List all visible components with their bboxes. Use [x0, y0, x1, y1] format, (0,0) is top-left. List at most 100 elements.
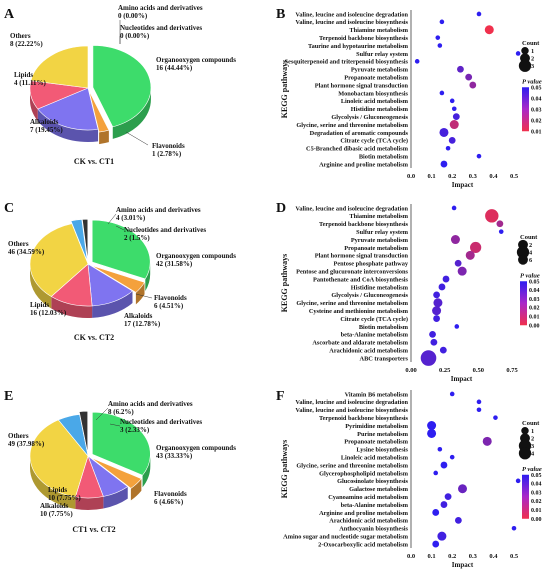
- colorbar-tick: 0.05: [531, 85, 542, 91]
- data-point: [476, 11, 482, 17]
- data-point: [439, 346, 447, 354]
- pie-label-value: 0 (0.00%): [118, 12, 148, 20]
- pie-slice: [91, 265, 145, 293]
- x-tick-label: 0.5: [510, 173, 519, 180]
- colorbar-tick: 0.01: [531, 129, 542, 135]
- pie-slice: [90, 457, 142, 489]
- pie-label-value: 42 (31.58%): [156, 260, 193, 268]
- data-point: [450, 235, 460, 245]
- colorbar-tick: 0.02: [531, 499, 542, 505]
- data-point: [457, 65, 464, 73]
- pathway-label: Linoleic acid metabolism: [341, 454, 409, 461]
- pie-label-value: 1 (2.78%): [152, 150, 182, 158]
- x-tick-label: 0.1: [428, 553, 436, 560]
- pathway-label: Biotin metabolism: [359, 324, 409, 331]
- pie-label-name: Alkaloids: [124, 312, 153, 320]
- data-point: [449, 120, 459, 130]
- pie-slice: [30, 45, 89, 89]
- pie-label-name: Alkaloids: [30, 118, 59, 126]
- pie-label-name: Flavonoids: [152, 142, 185, 150]
- size-legend-label: 3: [531, 443, 534, 450]
- pie-leader-line: [95, 407, 109, 421]
- pathway-label: Valine, leucine and isoleucine biosynthe…: [295, 407, 408, 414]
- x-tick-label: 0.3: [469, 553, 478, 560]
- data-point: [438, 283, 446, 291]
- panel-letter-b: B: [276, 7, 285, 22]
- pie-label: Amino acids and derivatives 0 (0.00%): [118, 4, 203, 20]
- pathway-label: Galactose metabolism: [349, 486, 409, 493]
- pathway-label: Glycine, serine and threonine metabolism: [296, 300, 408, 307]
- x-tick-label: 0.3: [469, 173, 478, 180]
- pie-label-name: Lipids: [14, 71, 33, 79]
- pie-chart-c: Organooxygen compounds 42 (31.58%) Flavono…: [8, 206, 236, 342]
- pie-label-name: Nucleotides and derivatives: [120, 24, 202, 32]
- pathway-label: Linoleic acid metabolism: [341, 98, 409, 105]
- pie-side: [103, 486, 128, 509]
- pie-side: [51, 296, 93, 318]
- pathway-label: Citrate cycle (TCA cycle): [340, 316, 408, 323]
- data-point: [444, 493, 452, 501]
- data-point: [482, 436, 492, 446]
- pathway-label: Terpenoid backbone biosynthesis: [319, 415, 409, 422]
- data-point: [432, 540, 440, 548]
- pathway-label: Anthocyanin biosynthesis: [339, 526, 408, 533]
- pathway-label: Pentose phosphate pathway: [333, 261, 408, 268]
- pie-label-value: 46 (34.59%): [8, 248, 45, 256]
- pie-label-name: Organooxygen compounds: [156, 444, 236, 452]
- pie-side: [30, 88, 38, 121]
- pathway-label: Biotin metabolism: [359, 153, 409, 160]
- pie-label-name: Others: [8, 240, 29, 248]
- x-tick-label: 0.75: [506, 367, 518, 374]
- data-point: [427, 421, 437, 431]
- data-point: [430, 338, 438, 346]
- pie-label: Lipids 10 (7.75%): [48, 486, 81, 502]
- data-point: [449, 98, 455, 104]
- pathway-label: beta-Alanine metabolism: [341, 332, 409, 339]
- pathway-label: Glucosinolate biosynthesis: [337, 478, 408, 485]
- pathway-label: Cysteine and methionine metabolism: [309, 308, 409, 315]
- data-point: [437, 531, 447, 541]
- pie-slice: [92, 411, 151, 476]
- data-point: [469, 81, 477, 89]
- pathway-label: Arginine and proline metabolism: [319, 510, 409, 517]
- data-point: [476, 153, 482, 159]
- data-point: [427, 428, 437, 438]
- pathway-label: Degradation of aromatic compounds: [310, 130, 409, 137]
- x-tick-label: 0.0: [407, 173, 415, 180]
- data-point: [496, 220, 504, 228]
- size-legend-label: 6: [529, 257, 532, 264]
- pie-label: Others 8 (22.22%): [10, 32, 43, 48]
- size-legend-label: 1: [531, 48, 534, 55]
- data-point: [449, 454, 455, 460]
- x-tick-label: 0.00: [405, 367, 416, 374]
- pie-title: CK vs. CT2: [74, 333, 114, 342]
- pathway-label: Sulfur relay system: [356, 229, 409, 236]
- pie-label-name: Amino acids and derivatives: [108, 400, 193, 408]
- pathway-label: Terpenoid backbone biosynthesis: [319, 221, 409, 228]
- pie-leader-line: [107, 213, 117, 225]
- pathway-label: beta-Alanine metabolism: [341, 502, 409, 509]
- pathway-label: Glycerophospholipid metabolism: [319, 470, 409, 477]
- colorbar: [522, 474, 529, 519]
- pie-slice: [92, 45, 152, 128]
- panel-letter-e: E: [4, 389, 13, 404]
- data-point: [433, 470, 439, 476]
- pie-leader-line: [115, 225, 125, 231]
- colorbar-tick: 0.05: [531, 473, 542, 479]
- pathway-label: Pentose and glucuronate interconversions: [296, 268, 408, 275]
- pathway-label: Terpenoid backbone biosynthesis: [319, 35, 409, 42]
- x-tick-label: 0.0: [407, 553, 415, 560]
- data-point: [515, 51, 521, 56]
- pathway-label: Cyanoamino acid metabolism: [328, 494, 409, 501]
- colorbar-tick: 0.03: [531, 107, 542, 113]
- pie-leader-line: [125, 131, 149, 146]
- pie-label-name: Others: [10, 32, 31, 40]
- pie-label-value: 3 (2.33%): [120, 426, 150, 434]
- data-point: [465, 250, 475, 260]
- pathway-label: Valine, leucine and isoleucine degradati…: [295, 205, 408, 212]
- pathway-label: Propanoate metabolism: [344, 74, 408, 81]
- data-point: [451, 106, 457, 112]
- color-legend-title: P value: [522, 466, 542, 473]
